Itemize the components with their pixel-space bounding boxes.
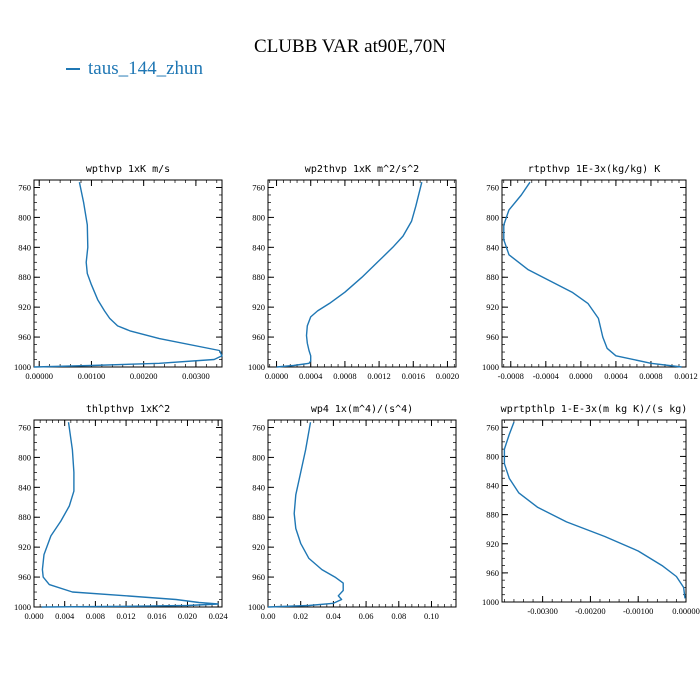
y-tick-label: 760 <box>486 182 499 192</box>
y-tick-label: 840 <box>486 481 499 491</box>
y-tick-label: 1000 <box>482 362 499 372</box>
y-tick-label: 960 <box>18 332 31 342</box>
plot-frame <box>33 179 223 368</box>
legend-label: taus_144_zhun <box>88 58 204 79</box>
x-tick-label: 0.10 <box>424 611 439 621</box>
x-tick-label: 0.0008 <box>333 371 356 381</box>
x-tick-label: 0.016 <box>147 611 166 621</box>
y-tick-label: 800 <box>252 212 265 222</box>
y-tick-label: 880 <box>18 512 31 522</box>
x-tick-label: 0.04 <box>326 611 342 621</box>
main-title: CLUBB VAR at90E,70N <box>254 36 446 57</box>
y-tick-label: 1000 <box>248 602 265 612</box>
x-tick-label: 0.06 <box>359 611 374 621</box>
x-tick-label: 0.08 <box>391 611 406 621</box>
x-tick-label: -0.00300 <box>527 606 557 616</box>
x-tick-label: 0.000 <box>24 611 43 621</box>
y-tick-label: 920 <box>486 302 499 312</box>
y-tick-label: 920 <box>18 542 31 552</box>
legend-line-icon <box>66 68 80 70</box>
plot-frame <box>267 179 457 368</box>
x-tick-label: 0.00000 <box>672 606 700 616</box>
series-line <box>267 422 344 608</box>
x-tick-label: 0.00200 <box>130 371 158 381</box>
x-tick-label: 0.00100 <box>78 371 106 381</box>
y-tick-label: 880 <box>18 272 31 282</box>
y-tick-label: 960 <box>18 572 31 582</box>
x-tick-label: 0.0016 <box>402 371 425 381</box>
x-tick-label: -0.00200 <box>575 606 605 616</box>
y-tick-label: 840 <box>18 242 31 252</box>
y-tick-label: 840 <box>486 242 499 252</box>
plot-frame <box>501 419 687 603</box>
x-tick-label: 0.0012 <box>367 371 390 381</box>
chart-title: wpthvp 1xK m/s <box>86 164 170 175</box>
legend: taus_144_zhun <box>66 58 203 80</box>
y-tick-label: 1000 <box>248 362 265 372</box>
y-tick-label: 880 <box>252 272 265 282</box>
plot-frame <box>33 419 223 608</box>
y-tick-label: 800 <box>18 452 31 462</box>
x-tick-label: 0.0000 <box>569 371 592 381</box>
y-tick-label: 880 <box>252 512 265 522</box>
x-tick-label: 0.00 <box>261 611 276 621</box>
x-tick-label: -0.00100 <box>623 606 653 616</box>
x-tick-label: 0.012 <box>117 611 136 621</box>
series-line <box>503 421 686 599</box>
series-line <box>276 182 423 368</box>
x-tick-label: -0.0008 <box>498 371 524 381</box>
series-line <box>41 422 219 608</box>
y-tick-label: 760 <box>252 422 265 432</box>
series-line <box>33 182 223 368</box>
y-tick-label: 960 <box>252 332 265 342</box>
x-tick-label: 0.008 <box>86 611 105 621</box>
y-tick-label: 840 <box>18 482 31 492</box>
y-tick-label: 1000 <box>14 602 31 612</box>
y-tick-label: 880 <box>486 272 499 282</box>
x-tick-label: -0.0004 <box>533 371 560 381</box>
y-tick-label: 920 <box>252 302 265 312</box>
y-tick-label: 760 <box>18 182 31 192</box>
chart-title: wprtpthlp 1-E-3x(m kg K)/(s kg) <box>501 404 688 415</box>
y-tick-label: 760 <box>18 422 31 432</box>
y-tick-label: 800 <box>18 212 31 222</box>
y-tick-label: 800 <box>486 212 499 222</box>
y-tick-label: 840 <box>252 242 265 252</box>
x-tick-label: 0.0020 <box>436 371 459 381</box>
y-tick-label: 1000 <box>14 362 31 372</box>
y-tick-label: 920 <box>252 542 265 552</box>
x-tick-label: 0.024 <box>209 611 229 621</box>
y-tick-label: 760 <box>486 422 499 432</box>
x-tick-label: 0.00300 <box>182 371 210 381</box>
chart-title: wp2thvp 1xK m^2/s^2 <box>305 164 419 175</box>
plot-frame <box>501 179 687 368</box>
y-tick-label: 800 <box>252 452 265 462</box>
chart-title: wp4 1x(m^4)/(s^4) <box>311 404 413 415</box>
y-tick-label: 920 <box>18 302 31 312</box>
y-tick-label: 960 <box>252 572 265 582</box>
y-tick-label: 920 <box>486 539 499 549</box>
x-tick-label: 0.0012 <box>674 371 697 381</box>
y-tick-label: 840 <box>252 482 265 492</box>
series-line <box>503 181 682 368</box>
plot-frame <box>267 419 457 608</box>
y-tick-label: 960 <box>486 332 499 342</box>
chart-title: thlpthvp 1xK^2 <box>86 404 170 415</box>
y-tick-label: 760 <box>252 182 265 192</box>
x-tick-label: 0.02 <box>293 611 308 621</box>
x-tick-label: 0.0000 <box>265 371 288 381</box>
x-tick-label: 0.020 <box>178 611 197 621</box>
x-tick-label: 0.0004 <box>299 371 323 381</box>
x-tick-label: 0.00000 <box>25 371 53 381</box>
y-tick-label: 800 <box>486 451 499 461</box>
y-tick-label: 1000 <box>482 597 499 607</box>
x-tick-label: 0.004 <box>55 611 75 621</box>
chart-title: rtpthvp 1E-3x(kg/kg) K <box>528 164 660 175</box>
y-tick-label: 960 <box>486 568 499 578</box>
x-tick-label: 0.0008 <box>639 371 662 381</box>
x-tick-label: 0.0004 <box>604 371 628 381</box>
y-tick-label: 880 <box>486 510 499 520</box>
